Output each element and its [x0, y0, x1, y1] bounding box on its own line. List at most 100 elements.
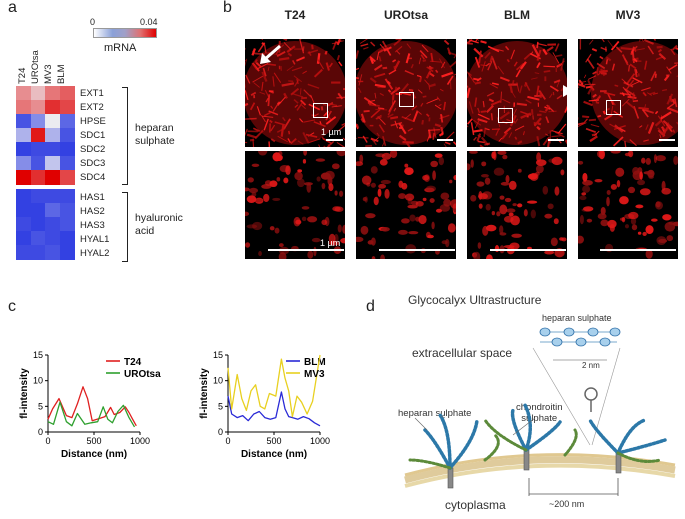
x-axis-label: Distance (nm): [241, 449, 307, 460]
y-tick-label: 10: [213, 376, 223, 386]
y-tick-label: 15: [213, 350, 223, 360]
hs-left-label: heparan sulphate: [398, 408, 472, 419]
micro-title-mv3: MV3: [615, 8, 641, 22]
heatmap-cell: [45, 100, 60, 115]
gene-label: HAS3: [80, 220, 105, 231]
scale-bar: [437, 139, 453, 141]
heatmap-colorbar: [93, 28, 157, 38]
y-tick-label: 10: [33, 376, 43, 386]
gene-labels-hyaluronic: HAS1 HAS2 HAS3 HYAL1 HYAL2: [80, 191, 109, 261]
x-tick-label: 1000: [310, 436, 330, 446]
heatmap-cell: [59, 170, 75, 185]
heatmap-cell: [30, 156, 46, 171]
heatmap-heparan-block: [16, 86, 75, 186]
heatmap-cell: [45, 128, 60, 143]
colorbar-title: mRNA: [104, 42, 137, 54]
micrograph-overview: [467, 39, 567, 147]
bracket-hyaluronic: [122, 192, 128, 262]
gene-label: HAS1: [80, 192, 105, 203]
heatmap-cell: [45, 231, 60, 246]
heatmap-cell: [45, 217, 60, 232]
heatmap-col-urotsa: UROtsa: [30, 50, 41, 84]
gene-label: EXT1: [80, 88, 104, 99]
magnifier-icon: [584, 387, 598, 412]
heatmap-cell: [59, 128, 75, 143]
gene-label: HYAL1: [80, 234, 110, 245]
heatmap-cell: [30, 86, 46, 101]
inset-scale-label: 2 nm: [582, 361, 600, 370]
micrograph-overview: [578, 39, 678, 147]
heatmap-cell: [30, 142, 46, 157]
panel-letter-d: d: [366, 298, 375, 315]
hs-inset-label: heparan sulphate: [542, 313, 612, 323]
heatmap-cell: [59, 189, 75, 204]
roi-box: [606, 100, 621, 115]
schematic-title: Glycocalyx Ultrastructure: [408, 293, 542, 307]
legend-label-mv3: MV3: [304, 369, 325, 380]
y-axis-label: fl-intensity: [19, 368, 30, 419]
heatmap-cell: [30, 128, 46, 143]
gene-labels-heparan: EXT1 EXT2 HPSE SDC1 SDC2 SDC3 SDC4: [80, 87, 106, 185]
heatmap-cell: [45, 156, 60, 171]
heatmap-cell: [59, 100, 75, 115]
heatmap-cell: [16, 86, 31, 101]
heatmap-cell: [45, 203, 60, 218]
heatmap-col-blm: BLM: [56, 64, 67, 84]
group-label-hyaluronic: hyaluronic acid: [135, 212, 183, 237]
colorbar-min-label: 0: [90, 17, 96, 27]
gene-label: HAS2: [80, 206, 105, 217]
heatmap-cell: [16, 170, 31, 185]
x-tick-label: 1000: [130, 436, 150, 446]
heatmap-cell: [59, 142, 75, 157]
heatmap-cell: [16, 100, 31, 115]
heatmap-cell: [45, 245, 60, 260]
heatmap-cell: [30, 245, 46, 260]
heatmap-col-t24: T24: [17, 67, 28, 84]
series-line-t24: [47, 386, 137, 427]
heatmap-cell: [59, 245, 75, 260]
heatmap-cell: [30, 114, 46, 129]
heatmap-cell: [59, 114, 75, 129]
scale-label-bottom: 1 µm: [320, 238, 341, 248]
series-line-blm: [227, 391, 321, 427]
legend-label-blm: BLM: [304, 357, 326, 368]
heatmap-cell: [16, 128, 31, 143]
heatmap-cell: [45, 170, 60, 185]
heatmap-cell: [30, 217, 46, 232]
scale-bar: [600, 249, 676, 251]
legend-label-urotsa: UROtsa: [124, 369, 161, 380]
heatmap-cell: [30, 100, 46, 115]
y-tick-label: 5: [38, 401, 43, 411]
y-axis-label: fl-intensity: [199, 368, 210, 419]
hs-inset-chain: [539, 327, 621, 361]
extracellular-label: extracellular space: [412, 346, 513, 360]
gag-chains: [408, 403, 667, 470]
gene-label: SDC2: [80, 144, 106, 155]
heatmap-cell: [16, 156, 31, 171]
x-axis-label: Distance (nm): [61, 449, 127, 460]
label-leaders: [414, 415, 536, 436]
heatmap-cell: [16, 245, 31, 260]
micrograph-overview: [245, 39, 345, 147]
heatmap-cell: [16, 203, 31, 218]
heatmap-col-mv3: MV3: [43, 64, 54, 84]
heatmap-cell: [59, 203, 75, 218]
heatmap-cell: [59, 156, 75, 171]
panel-letter-a: a: [8, 0, 17, 16]
roi-box: [313, 103, 328, 118]
y-tick-label: 5: [218, 401, 223, 411]
micrograph-zoom: [578, 151, 678, 259]
y-tick-label: 15: [33, 350, 43, 360]
scale-bar: [326, 139, 343, 141]
micrograph-zoom: [245, 151, 345, 259]
micro-title-t24: T24: [284, 8, 306, 22]
glycocalyx-schematic: [404, 327, 676, 496]
roi-box: [498, 108, 513, 123]
micrograph-zoom: [356, 151, 456, 259]
legend-label-t24: T24: [124, 357, 142, 368]
heatmap-hyaluronic-block: [16, 189, 75, 261]
gene-label: EXT2: [80, 102, 104, 113]
x-tick-label: 500: [86, 436, 101, 446]
roi-box: [399, 92, 414, 107]
